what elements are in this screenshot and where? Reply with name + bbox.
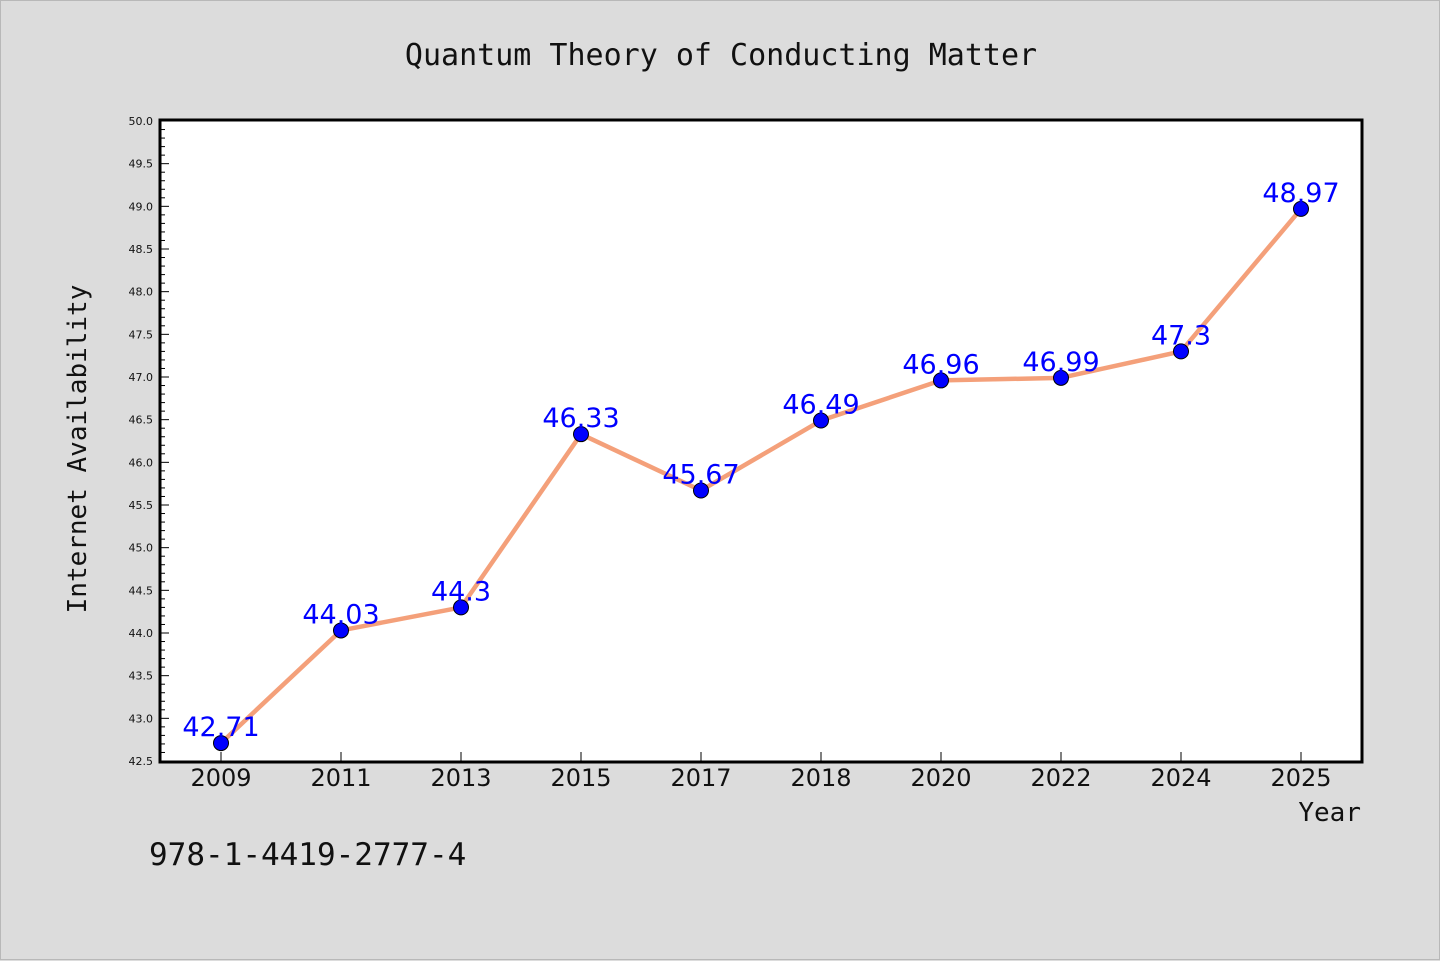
data-point <box>693 482 709 499</box>
data-label: 48.97 <box>1262 178 1339 209</box>
data-point <box>1173 343 1189 360</box>
data-point <box>333 622 349 639</box>
data-point <box>813 412 829 429</box>
x-axis: 2009 2011 2013 2015 2017 2018 2020 2022 2024 2025 <box>190 752 1332 792</box>
plot-area <box>158 118 1364 764</box>
y-tick-label: 45.5 <box>129 499 154 512</box>
y-tick-label: 48.0 <box>129 286 154 299</box>
data-label: 46.96 <box>902 349 979 380</box>
y-tick-label: 43.0 <box>129 712 154 725</box>
y-tick-label: 50.0 <box>129 115 154 128</box>
y-tick-label: 46.5 <box>129 414 154 427</box>
y-tick-label: 49.5 <box>129 158 154 171</box>
data-point <box>933 372 949 389</box>
y-axis: 42.5 43.0 43.5 44.0 44.5 45.0 45.5 46.0 46.5 47.0… <box>129 115 169 768</box>
y-axis-label: Internet Availability <box>63 285 93 614</box>
y-tick-label: 43.5 <box>129 670 154 683</box>
data-label: 46.99 <box>1022 347 1099 378</box>
y-tick-label: 47.0 <box>129 371 154 384</box>
data-point <box>1293 200 1309 217</box>
data-label: 44.3 <box>431 576 491 607</box>
y-tick-label: 44.5 <box>129 584 154 597</box>
data-labels: 42.71 44.03 44.3 46.33 45.67 46.49 46.96 46.99 4… <box>182 178 1339 743</box>
y-tick-label: 42.5 <box>129 755 154 768</box>
x-tick-label: 2024 <box>1150 764 1211 792</box>
isbn-text: 978-1-4419-2777-4 <box>149 837 466 873</box>
x-tick-label: 2009 <box>190 764 251 792</box>
data-label: 44.03 <box>302 599 379 630</box>
x-tick-label: 2011 <box>310 764 371 792</box>
data-label: 47.3 <box>1151 320 1211 351</box>
y-tick-label: 47.5 <box>129 328 154 341</box>
data-point <box>213 735 229 752</box>
data-label: 46.33 <box>542 403 619 434</box>
y-tick-label: 46.0 <box>129 456 154 469</box>
series-markers <box>213 200 1309 752</box>
data-label: 42.71 <box>182 712 259 743</box>
x-axis-label: Year <box>1298 798 1361 828</box>
x-tick-label: 2015 <box>550 764 611 792</box>
x-tick-label: 2018 <box>790 764 851 792</box>
data-label: 46.49 <box>782 390 859 421</box>
x-tick-label: 2013 <box>430 764 491 792</box>
x-tick-label: 2022 <box>1030 764 1091 792</box>
x-tick-label: 2025 <box>1270 764 1331 792</box>
x-tick-label: 2017 <box>670 764 731 792</box>
chart-title: Quantum Theory of Conducting Matter <box>405 38 1037 73</box>
y-tick-label: 44.0 <box>129 627 154 640</box>
data-point <box>1053 369 1069 386</box>
series-line <box>218 206 1304 746</box>
data-point <box>453 599 469 616</box>
y-tick-label: 49.0 <box>129 200 154 213</box>
y-tick-label: 45.0 <box>129 542 154 555</box>
x-tick-label: 2020 <box>910 764 971 792</box>
data-point <box>573 426 589 443</box>
data-label: 45.67 <box>662 459 739 490</box>
y-tick-label: 48.5 <box>129 243 154 256</box>
